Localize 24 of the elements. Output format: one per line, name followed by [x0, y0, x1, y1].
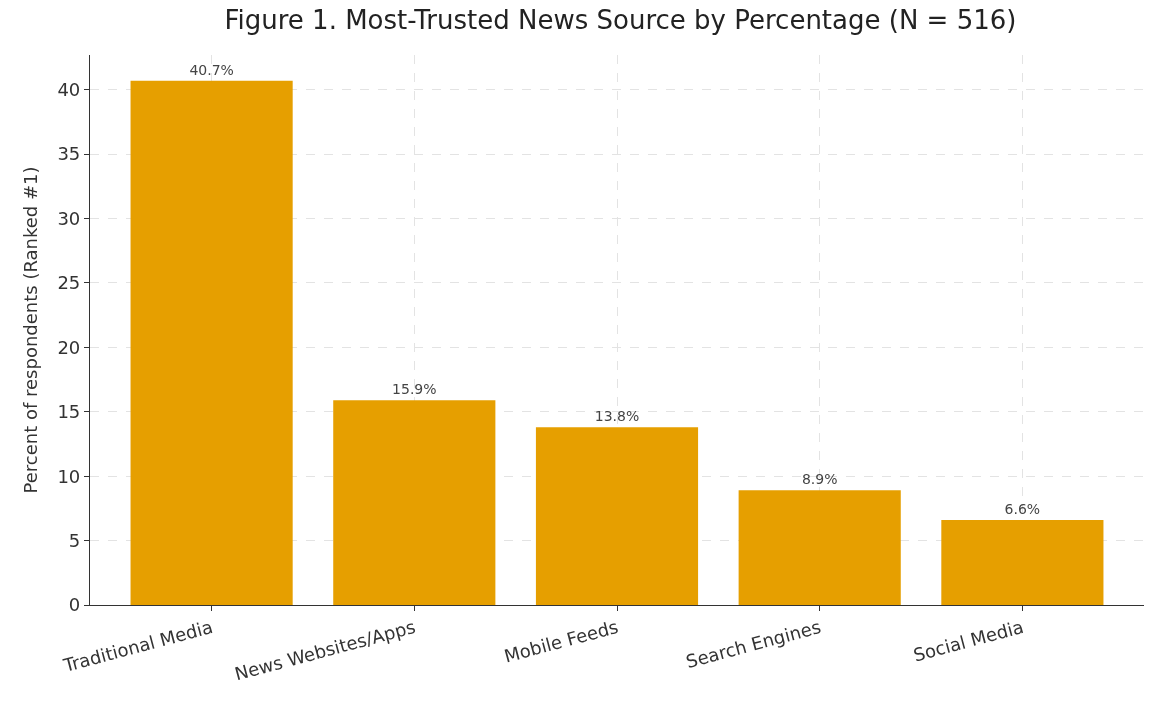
- bar: [738, 490, 901, 605]
- chart-title: Figure 1. Most-Trusted News Source by Percentage (N = 516): [224, 5, 1017, 35]
- bar: [130, 80, 293, 605]
- x-tick-label: Mobile Feeds: [501, 615, 621, 667]
- y-tick-label: 25: [57, 272, 81, 294]
- y-tick-label: 15: [57, 401, 81, 423]
- y-tick-label: 10: [57, 465, 81, 487]
- data-label: 40.7%: [189, 61, 234, 78]
- y-tick-label: 0: [68, 594, 81, 616]
- y-tick-label: 30: [57, 207, 81, 229]
- x-tick-label: Social Media: [911, 615, 1026, 666]
- y-tick-label: 5: [68, 529, 81, 551]
- bar: [941, 519, 1104, 605]
- bar: [333, 400, 496, 605]
- x-tick-label: Search Engines: [683, 615, 824, 673]
- y-tick-label: 35: [57, 143, 81, 165]
- y-axis-title: Percent of respondents (Ranked #1): [19, 166, 41, 494]
- data-label: 13.8%: [594, 408, 640, 425]
- y-tick-label: 40: [57, 79, 81, 101]
- data-label: 15.9%: [392, 381, 437, 398]
- data-label: 8.9%: [801, 471, 838, 488]
- bar: [535, 427, 699, 605]
- data-label: 6.6%: [1004, 500, 1041, 517]
- y-tick-label: 20: [57, 336, 81, 358]
